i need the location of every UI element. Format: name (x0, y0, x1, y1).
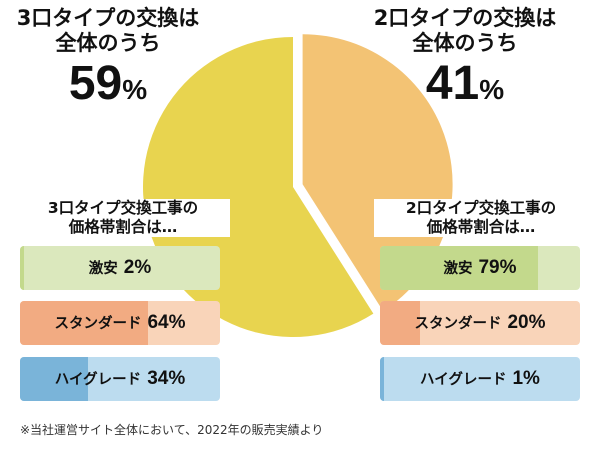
right-panel-title: 2口タイプ交換工事の 価格帯割合は… (374, 199, 588, 237)
left-bar-standard-category: スタンダード (54, 316, 142, 332)
right-headline-line1: 2口タイプの交換は (373, 6, 557, 30)
left-bar-cheap: 激安 2% (20, 246, 220, 290)
left-headline-line1: 3口タイプの交換は (16, 6, 200, 30)
left-headline-unit: % (122, 74, 148, 105)
right-headline-percent: 41% (365, 58, 565, 120)
right-panel-title-line1: 2口タイプ交換工事の (405, 199, 557, 217)
left-bar-standard-value: 64% (147, 312, 186, 333)
left-panel-title: 3口タイプ交換工事の 価格帯割合は… (16, 199, 230, 237)
left-panel-title-line2: 価格帯割合は… (68, 218, 178, 236)
right-bar-cheap: 激安 79% (380, 246, 580, 290)
left-headline: 3口タイプの交換は 全体のうち 59% (8, 6, 208, 120)
right-bar-standard: スタンダード 20% (380, 301, 580, 345)
left-bar-standard: スタンダード 64% (20, 301, 220, 345)
right-headline-line2: 全体のうち (412, 31, 518, 55)
left-panel-title-line1: 3口タイプ交換工事の (47, 199, 199, 217)
footnote: ※当社運営サイト全体において、2022年の販売実績より (20, 423, 324, 437)
left-bar-high-value: 34% (147, 368, 186, 389)
right-bar-standard-category: スタンダード (414, 316, 502, 332)
left-bar-standard-fill (20, 301, 148, 345)
right-bar-high: ハイグレード 1% (380, 357, 580, 401)
right-headline-unit: % (479, 74, 505, 105)
right-bar-cheap-fill (380, 246, 538, 290)
right-bar-high-category: ハイグレード (420, 372, 507, 388)
right-bar-cheap-category: 激安 (443, 261, 473, 277)
left-headline-number: 59 (68, 57, 123, 110)
right-bar-high-fill (380, 357, 384, 401)
right-panel-title-line2: 価格帯割合は… (426, 218, 536, 236)
left-bar-high-fill (20, 357, 88, 401)
left-bar-cheap-value: 2% (123, 257, 152, 278)
right-bar-standard-value: 20% (507, 312, 546, 333)
right-headline: 2口タイプの交換は 全体のうち 41% (365, 6, 565, 120)
left-bar-cheap-category: 激安 (88, 261, 118, 277)
right-headline-number: 41 (425, 57, 480, 110)
right-bar-standard-fill (380, 301, 420, 345)
left-bar-high: ハイグレード 34% (20, 357, 220, 401)
right-bar-cheap-value: 79% (478, 257, 517, 278)
right-bar-high-value: 1% (512, 368, 540, 389)
left-headline-percent: 59% (8, 58, 208, 120)
left-headline-line2: 全体のうち (55, 31, 161, 55)
pie-slice-2-outlet (302, 34, 453, 311)
left-bar-cheap-fill (20, 246, 24, 290)
left-bar-high-category: ハイグレード (54, 372, 142, 388)
